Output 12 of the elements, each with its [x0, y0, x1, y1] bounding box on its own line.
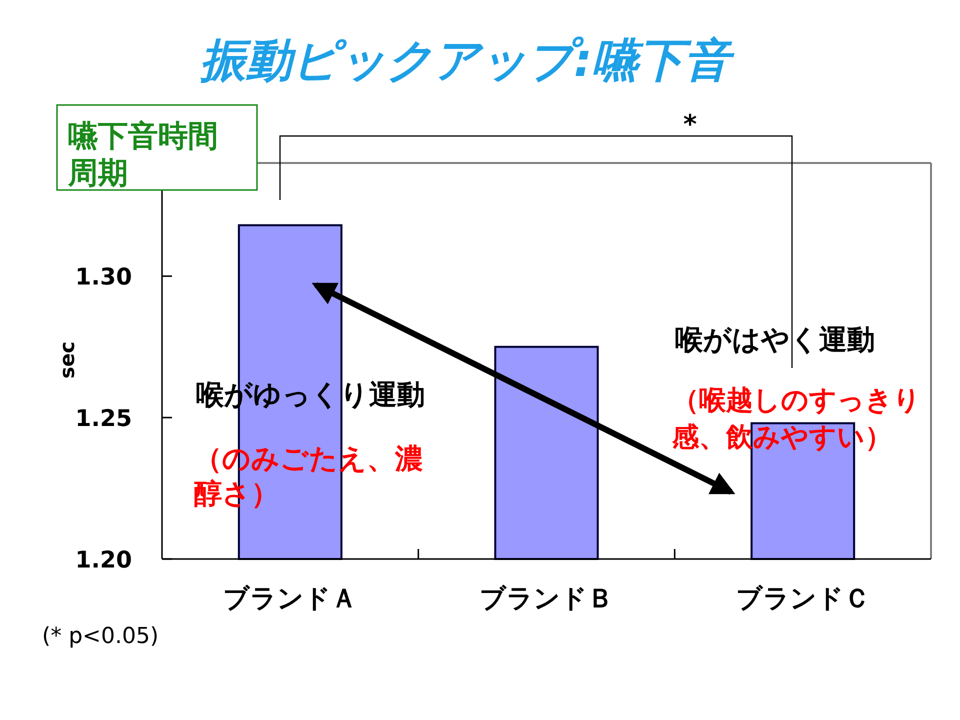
annotation: 喉がはやく運動 [675, 323, 875, 356]
x-tick-label: ブランドＣ [736, 584, 870, 614]
x-tick-label: ブランドＢ [480, 584, 614, 614]
text: (* p<0.05) [42, 624, 159, 649]
chart-title: 振動ピックアップ:嚥下音 [198, 33, 736, 87]
text: * [683, 110, 698, 140]
y-tick-label: 1.30 [75, 264, 132, 290]
x-tick-label: ブランドＡ [223, 584, 358, 614]
y-tick-label: 1.25 [75, 406, 132, 432]
y-tick-label: 1.20 [75, 547, 132, 574]
annotation: 嚥下音時間周期 [67, 119, 218, 191]
y-axis-title: sec [55, 341, 79, 379]
